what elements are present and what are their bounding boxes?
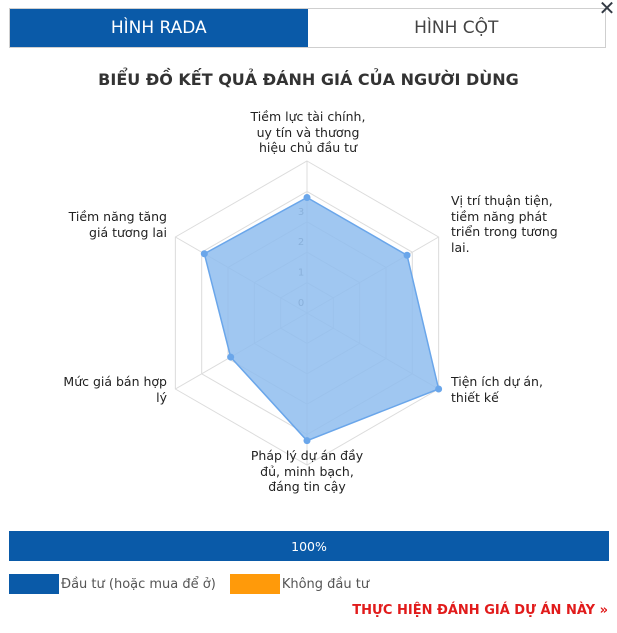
axis-label-finance: Tiềm lực tài chính, uy tín và thương hiệ… — [250, 109, 366, 155]
legend-item-invest: Đầu tư (hoặc mua để ở) — [9, 574, 216, 594]
evaluate-project-link[interactable]: THỰC HIỆN ĐÁNH GIÁ DỰ ÁN NÀY » — [352, 603, 608, 618]
radar-data-point — [403, 251, 411, 259]
radar-series-area — [203, 196, 440, 442]
radar-data-point — [227, 353, 235, 361]
legend-label-not-invest: Không đầu tư — [281, 576, 370, 592]
axis-label-price: Mức giá bán hợp lý — [63, 374, 167, 405]
tab-column[interactable]: HÌNH CỘT — [307, 9, 605, 47]
tab-radar[interactable]: HÌNH RADA — [10, 9, 308, 47]
legend-label-invest: Đầu tư (hoặc mua để ở) — [61, 576, 216, 592]
radar-data-point — [435, 385, 443, 393]
chart-type-tabs: HÌNH RADA HÌNH CỘT — [9, 8, 606, 48]
radar-series — [200, 193, 443, 445]
legend: Đầu tư (hoặc mua để ở) Không đầu tư — [9, 573, 383, 595]
axis-label-location: Vị trí thuận tiện, tiềm năng phát triển … — [451, 193, 558, 255]
legend-swatch-not-invest — [229, 574, 280, 594]
axis-label-amenities: Tiện ích dự án, thiết kế — [451, 374, 543, 405]
progress-bar: 100% — [9, 531, 609, 561]
radar-data-point — [303, 437, 311, 445]
radar-data-point — [303, 193, 311, 201]
close-icon[interactable]: ✕ — [598, 0, 616, 20]
axis-label-growth: Tiềm năng tăng giá tương lai — [68, 209, 167, 240]
chart-title: BIỂU ĐỒ KẾT QUẢ ĐÁNH GIÁ CỦA NGƯỜI DÙNG — [98, 70, 519, 89]
progress-label: 100% — [291, 538, 327, 554]
axis-label-legal: Pháp lý dự án đầy đủ, minh bạch, đáng ti… — [250, 448, 364, 494]
legend-swatch-invest — [9, 574, 59, 594]
radar-data-point — [200, 250, 208, 258]
legend-item-not-invest: Không đầu tư — [229, 574, 370, 594]
